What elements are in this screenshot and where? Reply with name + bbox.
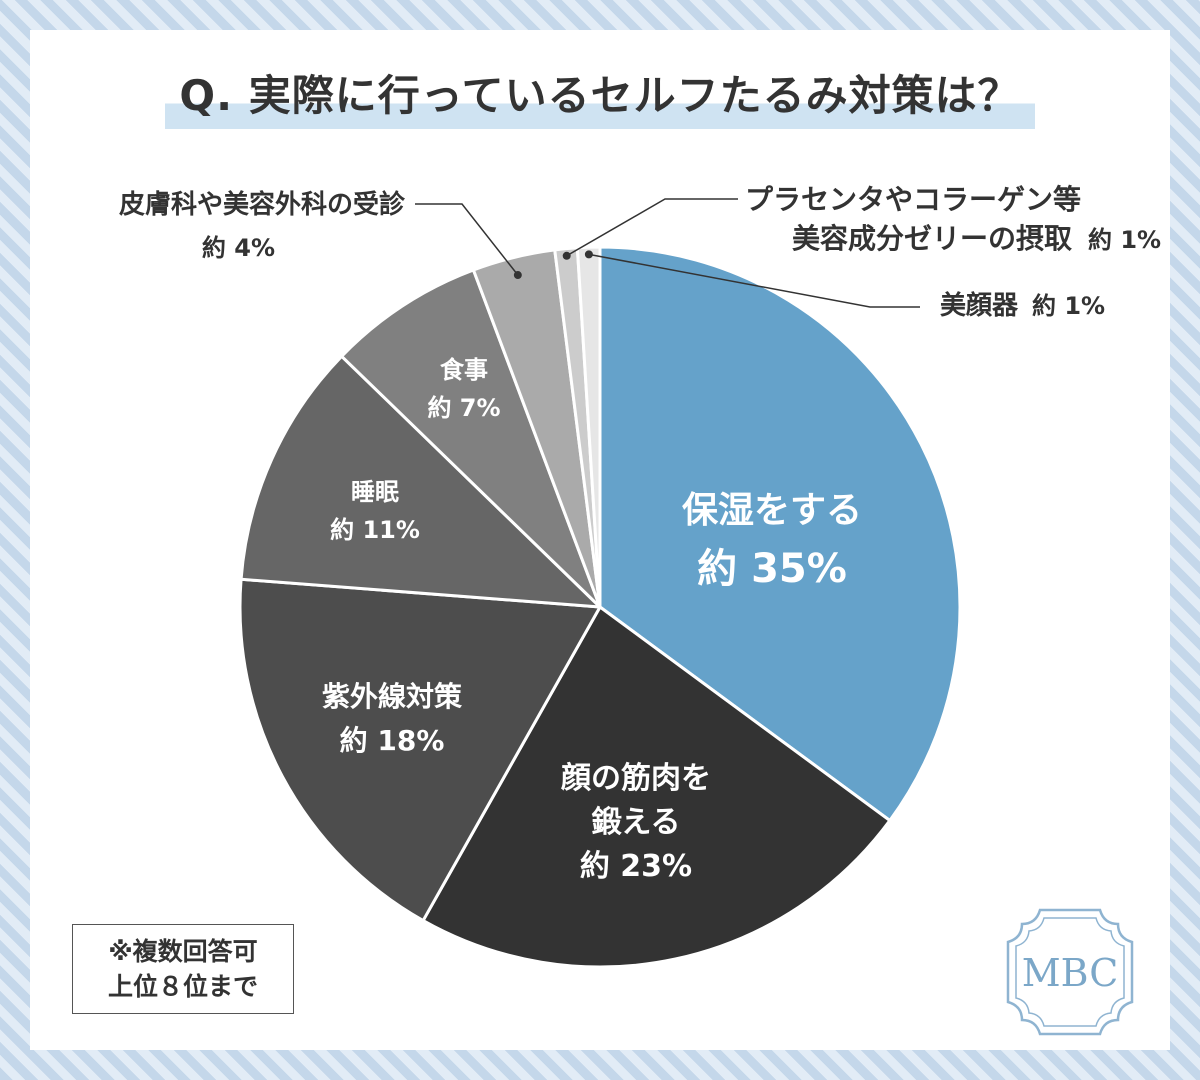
external-value-7: 約 1% [1088,226,1161,254]
leader-dot-6 [513,271,522,280]
external-label-6: 皮膚科や美容外科の受診 [119,189,406,220]
leader-dot-8 [584,250,593,259]
external-label-8: 美顔器 [940,290,1019,321]
pie-slice-2 [421,605,892,969]
pie-slice-3 [238,577,602,923]
leader-line-6 [415,203,519,276]
external-label-7b: 美容成分ゼリーの摂取 [792,222,1072,255]
slice-label-line: 食事 [440,356,488,384]
note-box: ※複数回答可 上位８位まで [72,924,294,1014]
slice-label-line: 保湿をする [682,490,862,531]
leader-dot-7 [562,251,571,260]
pie-slice-5 [340,268,602,609]
note-line-2: 上位８位まで [107,972,258,1001]
slice-label-line: 紫外線対策 [322,680,462,713]
mbc-logo: MBC [1006,908,1134,1036]
external-value-8: 約 1% [1032,292,1105,320]
title-wrap: Q. 実際に行っているセルフたるみ対策は？ [0,62,1200,129]
pie-slice-1 [598,245,962,823]
leader-line-8 [588,253,920,308]
slice-label-line: 睡眠 [351,478,399,506]
chart-title: Q. 実際に行っているセルフたるみ対策は？ [165,62,1035,129]
slice-label-4: 睡眠約 11% [330,478,420,544]
slice-value-label: 約 11% [330,516,420,544]
logo-text: MBC [1022,951,1119,995]
external-value-6: 約 4% [202,234,275,262]
slice-label-line: 鍛える [591,805,680,840]
logo-frame-inner [1015,917,1125,1027]
note-line-1: ※複数回答可 [108,937,258,966]
slice-value-label: 約 7% [427,394,500,422]
pie-slice-4 [239,354,602,609]
logo-frame-outer [1006,908,1134,1036]
slice-label-5: 食事約 7% [427,356,500,422]
slice-value-label: 約 23% [580,849,692,884]
slice-value-label: 約 18% [340,724,445,757]
slice-label-line: 顔の筋肉を [561,761,711,796]
slice-value-label: 約 35% [697,546,847,592]
external-label-7a: プラセンタやコラーゲン等 [745,183,1081,216]
leader-line-7 [566,198,738,257]
pie-slice-8 [575,245,602,609]
